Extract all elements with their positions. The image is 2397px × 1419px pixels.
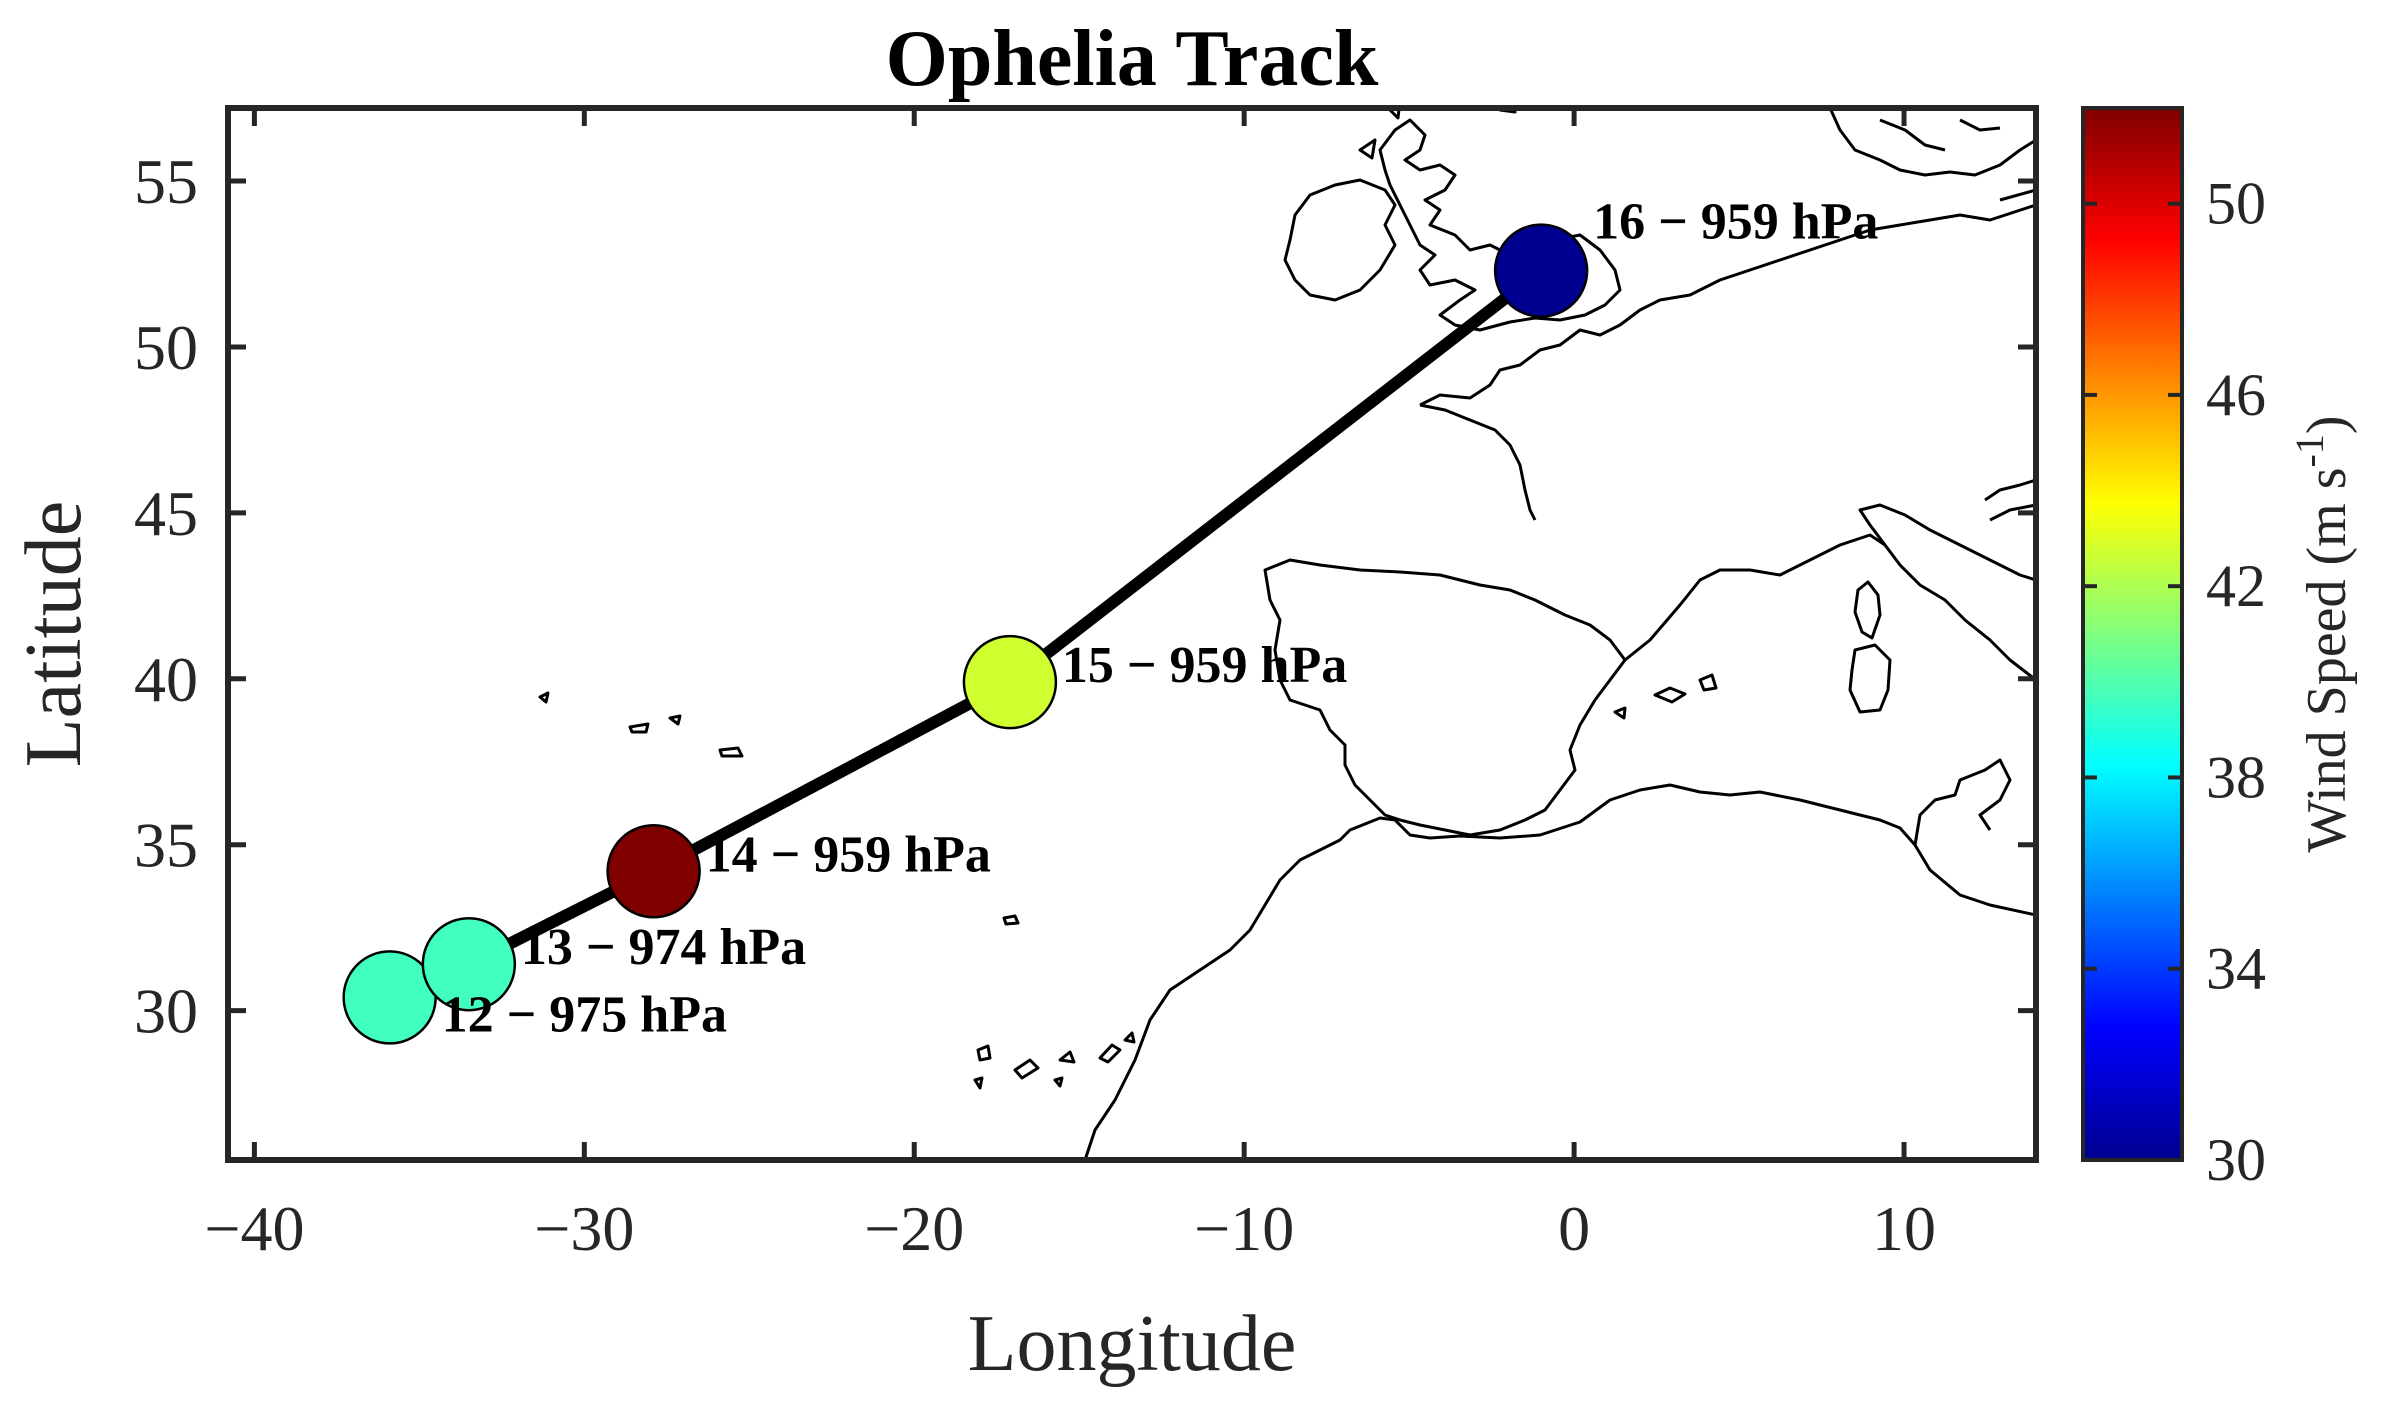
coastline-balkans — [1984, 478, 2036, 522]
colorbar-tick-label: 34 — [2206, 936, 2266, 1002]
track-point — [421, 916, 517, 1012]
map-plot-area — [228, 108, 2036, 1160]
track-points — [342, 223, 1589, 1045]
y-tick-label: 35 — [134, 810, 198, 881]
coastline-azores — [538, 691, 744, 758]
coastline-france-benelux — [1419, 203, 2036, 407]
y-tick-label: 30 — [134, 976, 198, 1047]
coastline-great-britain — [1378, 118, 1622, 332]
coastlines — [538, 108, 2036, 1160]
track-point-label: 12 − 975 hPa — [442, 986, 727, 1043]
coastline-scandinavia — [1828, 108, 2036, 202]
coastline-balearics — [1613, 673, 1718, 720]
x-tick-label: −20 — [864, 1193, 964, 1264]
coastline-north-africa — [1083, 783, 2036, 1160]
colorbar-gradient — [2081, 106, 2184, 1162]
colorbar-label-close: ) — [2296, 415, 2358, 434]
track-point — [962, 634, 1058, 730]
coastline-brittany-biscay — [1419, 403, 1537, 521]
coastline-sardinia — [1848, 643, 1892, 714]
track-point-label: 14 − 959 hPa — [706, 826, 991, 883]
colorbar-tick-label: 50 — [2206, 171, 2266, 237]
coastline-iberia — [1263, 558, 1627, 837]
colorbar-label-sup: -1 — [2287, 434, 2332, 467]
colorbar-label-main: Wind Speed (m s — [2296, 467, 2358, 852]
track-labels: 12 − 975 hPa 13 − 974 hPa 14 − 959 hPa 15 −… — [442, 194, 1879, 1044]
coastline-tunisia — [1913, 758, 2012, 846]
y-axis-ticks: 30 35 40 45 50 55 — [134, 146, 2036, 1047]
y-tick-label: 40 — [134, 644, 198, 715]
colorbar-ticks: 30 34 38 42 46 50 — [2083, 171, 2266, 1193]
x-axis-ticks: −40 −30 −20 −10 0 10 — [204, 108, 1936, 1264]
x-tick-label: 10 — [1872, 1193, 1936, 1264]
coastline-ireland — [1283, 178, 1397, 302]
y-tick-label: 55 — [134, 146, 198, 217]
colorbar: 30 34 38 42 46 50 Wind Speed (m s-1) — [2081, 106, 2358, 1193]
colorbar-tick-label: 38 — [2206, 744, 2266, 810]
track-point-label: 13 − 974 hPa — [521, 919, 806, 976]
y-axis-title: Latitude — [10, 501, 98, 768]
colorbar-tick-label: 42 — [2206, 553, 2266, 619]
y-tick-label: 45 — [134, 478, 198, 549]
track-point-label: 15 − 959 hPa — [1062, 637, 1347, 694]
x-tick-label: −30 — [534, 1193, 634, 1264]
chart-title: Ophelia Track — [886, 15, 1379, 103]
y-tick-label: 50 — [134, 312, 198, 383]
x-tick-label: 0 — [1558, 1193, 1590, 1264]
x-tick-label: −10 — [1194, 1193, 1294, 1264]
track-point — [1493, 223, 1589, 318]
colorbar-label: Wind Speed (m s-1) — [2287, 415, 2358, 852]
x-axis-title: Longitude — [968, 1300, 1297, 1388]
colorbar-tick-label: 30 — [2206, 1127, 2266, 1193]
coastline-france-italy-south — [1624, 533, 2036, 682]
coastline-italy-boot — [1858, 503, 2036, 582]
map-axes-frame — [225, 105, 2039, 1163]
track-point-label: 16 − 959 hPa — [1593, 194, 1878, 251]
colorbar-tick-label: 46 — [2206, 362, 2266, 428]
coastline-madeira — [1002, 914, 1020, 926]
track-point — [606, 824, 701, 919]
coastline-canaries — [973, 1031, 1136, 1090]
coastline-corsica — [1853, 580, 1882, 640]
x-tick-label: −40 — [204, 1193, 304, 1264]
